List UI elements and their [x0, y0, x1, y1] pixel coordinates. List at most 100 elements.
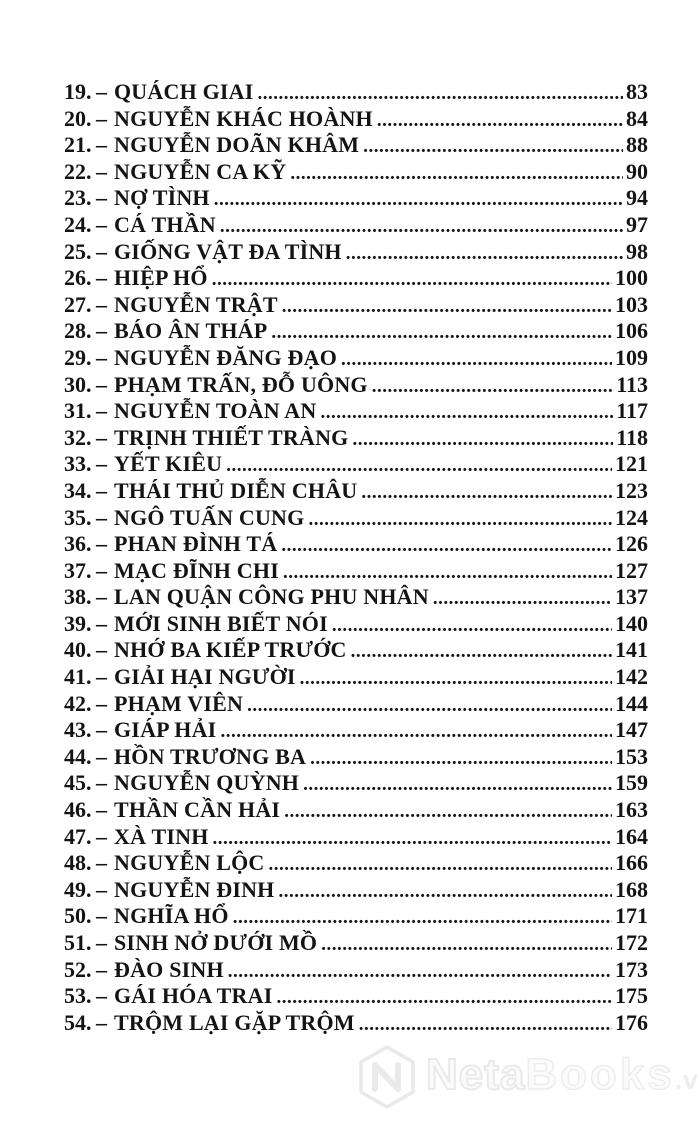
entry-dash: – [96, 797, 107, 823]
dot-leader [282, 294, 612, 321]
entry-number: 23. [64, 185, 92, 211]
entry-number: 29. [64, 344, 92, 370]
entry-title: LAN QUẬN CÔNG PHU NHÂN [114, 584, 429, 610]
entry-number: 27. [64, 291, 92, 317]
entry-dash: – [96, 132, 107, 158]
entry-number: 41. [64, 664, 92, 690]
toc-entry: 47. – XÀ TINH 164 [64, 824, 648, 851]
entry-number: 25. [64, 238, 92, 264]
entry-page-number: 164 [615, 823, 648, 849]
toc-entry: 41. – GIẢI HẠI NGƯỜI 142 [64, 664, 648, 691]
entry-dash: – [96, 504, 107, 530]
toc-entry: 30. – PHẠM TRẤN, ĐỖ UÔNG 113 [64, 372, 648, 399]
toc-entry: 39. – MỚI SINH BIẾT NÓI 140 [64, 611, 648, 638]
entry-title: QUÁCH GIAI [114, 79, 254, 104]
toc-entry: 22. – NGUYỄN CA KỸ 90 [64, 159, 648, 186]
entry-title: THẦN CẦN HẢI [114, 797, 281, 823]
toc-entry: 49. – NGUYỄN ĐINH 168 [64, 877, 648, 904]
entry-number: 45. [64, 770, 92, 796]
toc-entry: 43. – GIÁP HẢI 147 [64, 717, 648, 744]
entry-dash: – [96, 690, 107, 716]
entry-dash: – [96, 371, 107, 397]
entry-number: 54. [64, 1009, 92, 1035]
dot-leader [220, 719, 612, 746]
table-of-contents: 19. – QUÁCH GIAI 83 20. – NGUYỄN KHÁC HO… [64, 79, 648, 1036]
toc-entry: 28. – BÁO ÂN THÁP 106 [64, 318, 648, 345]
entry-dash: – [96, 398, 107, 424]
entry-page-number: 166 [615, 850, 648, 876]
entry-dash: – [96, 823, 107, 849]
toc-entry: 38. – LAN QUẬN CÔNG PHU NHÂN 137 [64, 584, 648, 611]
toc-entry: 53. – GÁI HÓA TRAI 175 [64, 983, 648, 1010]
entry-number: 44. [64, 743, 92, 769]
entry-number: 32. [64, 424, 92, 450]
entry-dash: – [96, 584, 107, 610]
entry-title: MẠC ĐĨNH CHI [114, 557, 279, 583]
toc-entry: 21. – NGUYỄN DOÃN KHÂM 88 [64, 132, 648, 159]
entry-number: 40. [64, 637, 92, 663]
entry-number: 24. [64, 211, 92, 237]
entry-number: 19. [64, 79, 92, 104]
entry-number: 47. [64, 823, 92, 849]
toc-entry: 35. – NGÔ TUẤN CUNG 124 [64, 505, 648, 532]
entry-title: HIỆP HỔ [114, 265, 208, 291]
dot-leader [214, 187, 623, 214]
entry-number: 37. [64, 557, 92, 583]
entry-title: GIỐNG VẬT ĐA TÌNH [114, 238, 342, 264]
entry-title: NGUYỄN ĐĂNG ĐẠO [114, 344, 337, 370]
entry-page-number: 97 [626, 211, 648, 237]
entry-dash: – [96, 477, 107, 503]
entry-page-number: 83 [626, 79, 648, 104]
entry-page-number: 84 [626, 105, 648, 131]
entry-title: GIẢI HẠI NGƯỜI [114, 664, 296, 690]
entry-page-number: 140 [615, 610, 648, 636]
dot-leader [281, 533, 612, 560]
toc-entry: 36. – PHAN ĐÌNH TÁ 126 [64, 531, 648, 558]
entry-number: 46. [64, 797, 92, 823]
dot-leader [363, 134, 623, 161]
entry-title: NHỚ BA KIẾP TRƯỚC [114, 637, 347, 663]
wordmark-tld: .vn [674, 1064, 700, 1095]
entry-title: THÁI THỦ DIỄN CHÂU [114, 477, 358, 503]
entry-number: 36. [64, 531, 92, 557]
entry-dash: – [96, 850, 107, 876]
entry-title: NGUYỄN KHÁC HOÀNH [114, 105, 373, 131]
dot-leader [271, 320, 612, 347]
dot-leader [300, 666, 612, 693]
dot-leader [283, 560, 612, 587]
toc-entry: 19. – QUÁCH GIAI 83 [64, 79, 648, 106]
entry-dash: – [96, 344, 107, 370]
toc-entry: 51. – SINH NỞ DƯỚI MỒ 172 [64, 930, 648, 957]
entry-page-number: 123 [615, 477, 648, 503]
entry-dash: – [96, 1009, 107, 1035]
entry-title: NỢ TÌNH [114, 185, 210, 211]
toc-entry: 29. – NGUYỄN ĐĂNG ĐẠO 109 [64, 345, 648, 372]
entry-number: 53. [64, 983, 92, 1009]
toc-entry: 27. – NGUYỄN TRẬT 103 [64, 292, 648, 319]
dot-leader [341, 347, 612, 374]
entry-title: NGUYỄN TOÀN AN [114, 398, 317, 424]
entry-page-number: 121 [615, 451, 648, 477]
entry-title: PHAN ĐÌNH TÁ [114, 531, 278, 557]
entry-page-number: 153 [615, 743, 648, 769]
entry-page-number: 176 [615, 1009, 648, 1035]
entry-title: PHẠM TRẤN, ĐỖ UÔNG [114, 371, 368, 397]
entry-page-number: 127 [615, 557, 648, 583]
dot-leader [346, 241, 623, 268]
entry-dash: – [96, 158, 107, 184]
entry-dash: – [96, 983, 107, 1009]
entry-dash: – [96, 610, 107, 636]
dot-leader [303, 772, 612, 799]
entry-page-number: 118 [616, 424, 648, 450]
entry-page-number: 159 [615, 770, 648, 796]
entry-title: NGUYỄN LỘC [114, 850, 265, 876]
dot-leader [332, 613, 612, 640]
entry-page-number: 163 [615, 797, 648, 823]
entry-page-number: 147 [615, 717, 648, 743]
toc-entry: 48. – NGUYỄN LỘC 166 [64, 850, 648, 877]
entry-title: NGUYỄN TRẬT [114, 291, 278, 317]
entry-page-number: 90 [626, 158, 648, 184]
toc-entry: 24. – CÁ THẦN 97 [64, 212, 648, 239]
entry-page-number: 168 [615, 876, 648, 902]
entry-dash: – [96, 451, 107, 477]
